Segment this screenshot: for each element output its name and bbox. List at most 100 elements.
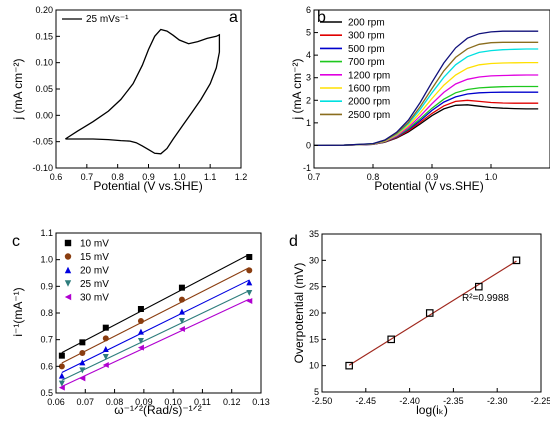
x-tick-label: 0.10 <box>164 397 182 407</box>
legend-label: 10 mV <box>80 239 109 250</box>
y-tick-label: 35 <box>309 229 319 239</box>
data-point <box>246 290 253 296</box>
fit-line-2 <box>61 279 250 374</box>
panel-d-chart: d -2.50 -2.45 -2.40 -2.35 -2.30 -2.25 5 10 15 20 2… <box>289 229 550 417</box>
panel-b-chart: b 0.7 0.8 0.9 1.0 -1 0 1 2 3 4 5 6 200 rpm 300 rpm 50… <box>290 5 550 193</box>
x-tick-label: 0.7 <box>81 172 94 182</box>
fit-line-4 <box>61 298 250 387</box>
y-tick-label: 4 <box>306 50 311 60</box>
x-tick-label: 0.11 <box>194 397 211 407</box>
x-tick-label: 0.9 <box>142 172 155 182</box>
data-point <box>178 326 185 332</box>
y-tick-label: 1.0 <box>40 255 53 265</box>
legend-label: 1200 rpm <box>348 70 390 81</box>
data-point <box>137 306 144 312</box>
fit-line-1 <box>61 267 250 364</box>
data-point <box>64 293 72 301</box>
legend-label: 15 mV <box>80 252 109 263</box>
y-axis-title: Overpotential (mV) <box>292 263 306 364</box>
y-tick-label: 25 <box>309 282 319 292</box>
panel-a-chart: a 0.6 0.7 0.8 0.9 1.0 1.1 1.2 -0.10 -0.05 0.00 0.0… <box>11 5 247 193</box>
panel-d-letter: d <box>289 233 298 250</box>
x-axis-title: Potential (V vs.SHE) <box>374 179 483 193</box>
x-tick-label: -2.25 <box>531 396 550 406</box>
panel-a-frame <box>55 9 242 169</box>
data-point <box>137 338 144 344</box>
rde-curve-8 <box>313 30 539 147</box>
y-tick-label: 0.6 <box>40 361 53 371</box>
y-tick-label: 0.9 <box>40 281 53 291</box>
legend-label: 30 mV <box>80 293 109 304</box>
data-point <box>102 324 109 331</box>
x-tick-label: 0.8 <box>111 172 124 182</box>
y-axis-title: i⁻¹(mA⁻¹) <box>11 287 25 336</box>
x-tick-label: 1.0 <box>485 172 498 182</box>
data-point <box>246 298 253 304</box>
data-point <box>102 354 109 360</box>
y-axis-title: j (mA cm⁻²) <box>290 59 304 121</box>
y-tick-label: 10 <box>309 361 319 371</box>
y-tick-label: 1 <box>306 118 311 128</box>
data-point <box>137 318 144 324</box>
x-tick-label: 0.9 <box>426 172 439 182</box>
x-axis-title: ω⁻¹ᐟ²(Rad/s)⁻¹ᐟ² <box>114 403 202 417</box>
panel-a-legend: 25 mVs⁻¹ <box>62 14 129 25</box>
data-point <box>79 359 86 366</box>
x-tick-label: 0.09 <box>135 397 153 407</box>
x-tick-label: 1.2 <box>235 172 248 182</box>
y-tick-label: 3 <box>306 73 311 83</box>
data-point <box>102 335 109 342</box>
y-tick-label: 0.10 <box>35 58 53 68</box>
r-squared-annotation: R²=0.9988 <box>462 293 509 304</box>
panel-c-chart: c 0.06 0.07 0.08 0.09 0.10 0.11 0.12 0.13 0.5 0.6… <box>11 228 270 417</box>
legend-label: 700 rpm <box>348 57 385 68</box>
x-tick-label: 0.12 <box>223 397 241 407</box>
y-tick-label: 0.05 <box>35 84 53 94</box>
data-point <box>475 282 483 291</box>
data-point <box>58 384 65 391</box>
x-tick-label: 0.7 <box>308 172 321 182</box>
data-point <box>79 350 86 356</box>
panel-c-letter: c <box>12 233 20 250</box>
data-point <box>64 266 72 274</box>
fit-line-3 <box>61 290 250 381</box>
y-tick-label: 0 <box>306 140 311 150</box>
data-point <box>64 239 72 247</box>
data-point <box>178 308 185 315</box>
legend-label: 500 rpm <box>348 44 385 55</box>
y-tick-label: 2 <box>306 95 311 105</box>
y-tick-label: -1 <box>303 163 311 173</box>
x-tick-label: -2.40 <box>399 396 420 406</box>
panel-a-letter: a <box>229 9 238 26</box>
x-tick-label: -2.30 <box>487 396 508 406</box>
legend-label: 25 mV <box>80 279 109 290</box>
data-point <box>58 363 65 370</box>
legend-label: 1600 rpm <box>348 84 390 95</box>
panel-b-legend: 200 rpm 300 rpm 500 rpm 700 rpm 1200 rpm 1600… <box>320 18 390 121</box>
data-point <box>58 352 65 359</box>
y-tick-label: 20 <box>309 308 319 318</box>
panel-c-legend: 10 mV 15 mV 20 mV 25 mV 30 mV <box>64 239 109 304</box>
data-point <box>178 318 185 324</box>
panel-d-frame <box>321 233 542 393</box>
data-point <box>79 375 86 382</box>
x-tick-label: 1.1 <box>204 172 217 182</box>
y-tick-label: -0.05 <box>32 137 53 147</box>
panel-b-letter: b <box>317 9 326 26</box>
data-point <box>58 380 65 387</box>
data-point <box>137 328 144 335</box>
data-point <box>64 280 72 287</box>
y-tick-label: 0.5 <box>40 388 53 398</box>
y-tick-label: 0.7 <box>40 335 53 345</box>
y-tick-label: 6 <box>306 5 311 15</box>
data-point <box>246 279 253 286</box>
data-point <box>512 256 521 265</box>
cv-curve <box>64 28 221 155</box>
legend-label: 2000 rpm <box>348 97 390 108</box>
data-point <box>102 362 109 368</box>
y-tick-label: 0.00 <box>35 110 53 120</box>
data-point <box>137 344 144 351</box>
legend-label: 2500 rpm <box>348 110 390 121</box>
x-tick-label: -2.45 <box>356 396 377 406</box>
y-tick-label: 0.15 <box>35 31 53 41</box>
